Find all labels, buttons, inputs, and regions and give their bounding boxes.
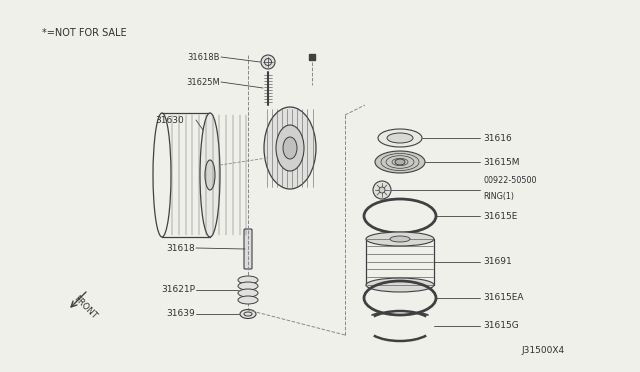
FancyBboxPatch shape [244, 229, 252, 269]
Ellipse shape [387, 133, 413, 143]
Text: FRONT: FRONT [72, 294, 99, 321]
Text: RING(1): RING(1) [483, 192, 514, 201]
Ellipse shape [200, 113, 220, 237]
Ellipse shape [276, 125, 304, 171]
Ellipse shape [261, 55, 275, 69]
Text: 31618: 31618 [166, 244, 195, 253]
Ellipse shape [378, 129, 422, 147]
Text: *=NOT FOR SALE: *=NOT FOR SALE [42, 28, 127, 38]
Ellipse shape [395, 159, 405, 165]
Ellipse shape [366, 278, 434, 292]
Text: 31625M: 31625M [186, 77, 220, 87]
Text: 31691: 31691 [483, 257, 512, 266]
Ellipse shape [238, 276, 258, 284]
Text: J31500X4: J31500X4 [522, 346, 565, 355]
Text: 31630: 31630 [155, 115, 184, 125]
Ellipse shape [238, 282, 258, 290]
Ellipse shape [375, 151, 425, 173]
Text: 31618B: 31618B [188, 52, 220, 61]
Ellipse shape [373, 181, 391, 199]
Text: 31615EA: 31615EA [483, 294, 524, 302]
Ellipse shape [240, 310, 256, 318]
Text: 31615M: 31615M [483, 157, 520, 167]
Text: 31616: 31616 [483, 134, 512, 142]
Ellipse shape [205, 160, 215, 190]
Text: 31615G: 31615G [483, 321, 519, 330]
Ellipse shape [379, 187, 385, 193]
Text: 31621P: 31621P [161, 285, 195, 295]
Ellipse shape [366, 232, 434, 246]
Ellipse shape [390, 236, 410, 242]
Ellipse shape [238, 296, 258, 304]
Text: 31639: 31639 [166, 310, 195, 318]
Text: 31615E: 31615E [483, 212, 517, 221]
Ellipse shape [283, 137, 297, 159]
Ellipse shape [238, 289, 258, 297]
Text: 00922-50500: 00922-50500 [483, 176, 536, 185]
Ellipse shape [264, 107, 316, 189]
